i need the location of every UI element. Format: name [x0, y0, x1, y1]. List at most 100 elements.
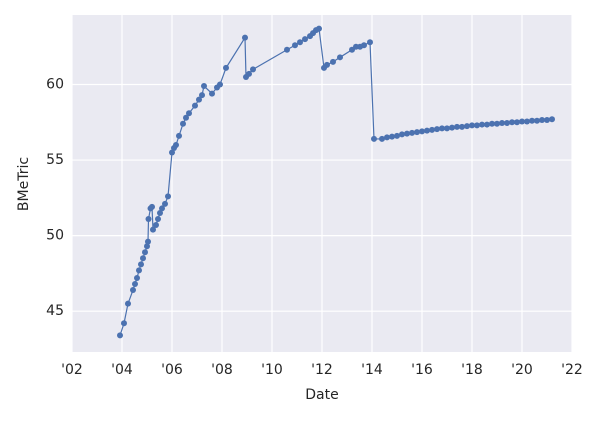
marker: [145, 216, 152, 223]
marker: [389, 133, 395, 140]
marker: [292, 42, 298, 49]
x-tick-label: '02: [61, 362, 83, 378]
marker: [155, 216, 161, 223]
marker: [142, 249, 148, 256]
marker: [121, 320, 127, 327]
y-tick-label: 60: [46, 77, 64, 93]
marker: [134, 274, 140, 281]
marker: [125, 300, 131, 307]
x-tick-label: '10: [261, 362, 283, 378]
x-tick-label: '18: [461, 362, 483, 378]
marker: [223, 64, 229, 71]
marker: [196, 96, 202, 103]
y-axis-label: BMeTric: [16, 157, 32, 211]
marker: [484, 121, 490, 128]
marker: [464, 123, 470, 130]
marker: [449, 124, 455, 131]
marker: [176, 132, 182, 139]
marker: [159, 205, 165, 212]
marker: [424, 127, 430, 134]
marker: [371, 135, 377, 142]
marker: [439, 125, 445, 132]
marker: [130, 287, 136, 294]
marker: [297, 39, 303, 46]
x-axis-label: Date: [305, 387, 338, 403]
marker: [162, 200, 168, 207]
marker: [153, 222, 159, 229]
x-tick-label: '06: [161, 362, 183, 378]
marker: [524, 118, 530, 125]
marker: [399, 131, 405, 138]
marker: [302, 36, 308, 43]
marker: [409, 129, 415, 136]
marker: [140, 255, 146, 262]
x-tick-label: '12: [311, 362, 333, 378]
marker: [330, 58, 336, 65]
marker: [489, 120, 495, 127]
marker: [474, 122, 480, 129]
marker: [404, 130, 410, 137]
marker: [394, 132, 400, 139]
marker: [144, 243, 150, 250]
marker: [183, 114, 189, 121]
marker: [509, 119, 515, 126]
marker: [514, 119, 520, 126]
marker: [519, 118, 525, 125]
marker: [149, 203, 155, 210]
marker: [539, 117, 545, 124]
marker: [459, 123, 465, 130]
marker: [324, 61, 330, 68]
marker: [429, 126, 435, 133]
marker: [384, 134, 390, 141]
y-tick-label: 50: [46, 228, 64, 244]
marker: [434, 126, 440, 133]
marker: [379, 135, 385, 142]
marker: [186, 110, 192, 117]
marker: [361, 42, 367, 49]
marker: [367, 39, 373, 46]
marker: [316, 25, 322, 32]
marker: [534, 117, 540, 124]
marker: [444, 125, 450, 132]
marker: [169, 149, 175, 156]
marker: [246, 70, 252, 77]
marker: [117, 332, 123, 339]
marker: [414, 129, 420, 136]
marker: [549, 116, 555, 123]
marker: [192, 102, 198, 109]
marker: [479, 121, 485, 128]
marker: [504, 120, 510, 127]
x-tick-label: '08: [211, 362, 233, 378]
x-tick-label: '20: [511, 362, 533, 378]
marker: [419, 128, 425, 135]
marker: [499, 120, 505, 127]
marker: [337, 54, 343, 61]
marker: [199, 92, 205, 99]
marker: [529, 117, 535, 124]
marker: [544, 117, 550, 124]
y-tick-label: 55: [46, 152, 64, 168]
marker: [150, 226, 156, 233]
y-tick-label: 45: [46, 303, 64, 319]
marker: [217, 81, 223, 88]
marker: [157, 209, 163, 216]
marker: [145, 238, 151, 245]
marker: [132, 280, 138, 287]
marker: [250, 66, 256, 73]
marker: [242, 34, 248, 41]
marker: [469, 122, 475, 129]
x-tick-label: '04: [111, 362, 133, 378]
x-tick-label: '16: [411, 362, 433, 378]
x-tick-label: '14: [361, 362, 383, 378]
marker: [201, 83, 207, 90]
marker: [209, 90, 215, 97]
marker: [494, 120, 500, 127]
marker: [454, 123, 460, 130]
marker: [138, 261, 144, 268]
marker: [173, 141, 179, 148]
marker: [284, 46, 290, 53]
marker: [136, 267, 142, 274]
x-tick-label: '22: [561, 362, 583, 378]
marker: [180, 120, 186, 127]
